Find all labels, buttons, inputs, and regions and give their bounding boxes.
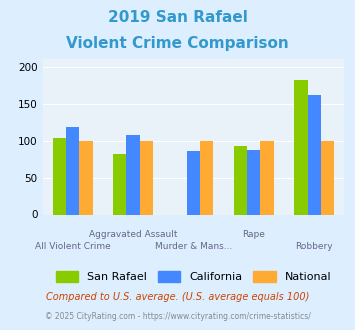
- Bar: [247, 150, 261, 214]
- Bar: [187, 151, 200, 214]
- Text: Violent Crime Comparison: Violent Crime Comparison: [66, 36, 289, 51]
- Bar: [294, 80, 307, 214]
- Bar: [321, 141, 334, 214]
- Text: Rape: Rape: [242, 230, 265, 239]
- Bar: [261, 141, 274, 214]
- Text: 2019 San Rafael: 2019 San Rafael: [108, 10, 247, 25]
- Text: All Violent Crime: All Violent Crime: [35, 243, 111, 251]
- Bar: [140, 141, 153, 214]
- Bar: [234, 146, 247, 214]
- Bar: [126, 135, 140, 214]
- Bar: [200, 141, 213, 214]
- Legend: San Rafael, California, National: San Rafael, California, National: [51, 267, 335, 287]
- Bar: [80, 141, 93, 214]
- Bar: [53, 138, 66, 214]
- Bar: [307, 95, 321, 214]
- Bar: [66, 127, 80, 214]
- Text: Murder & Mans...: Murder & Mans...: [155, 243, 232, 251]
- Text: © 2025 CityRating.com - https://www.cityrating.com/crime-statistics/: © 2025 CityRating.com - https://www.city…: [45, 312, 310, 321]
- Text: Robbery: Robbery: [295, 243, 333, 251]
- Text: Compared to U.S. average. (U.S. average equals 100): Compared to U.S. average. (U.S. average …: [46, 292, 309, 302]
- Text: Aggravated Assault: Aggravated Assault: [89, 230, 178, 239]
- Bar: [113, 154, 126, 214]
